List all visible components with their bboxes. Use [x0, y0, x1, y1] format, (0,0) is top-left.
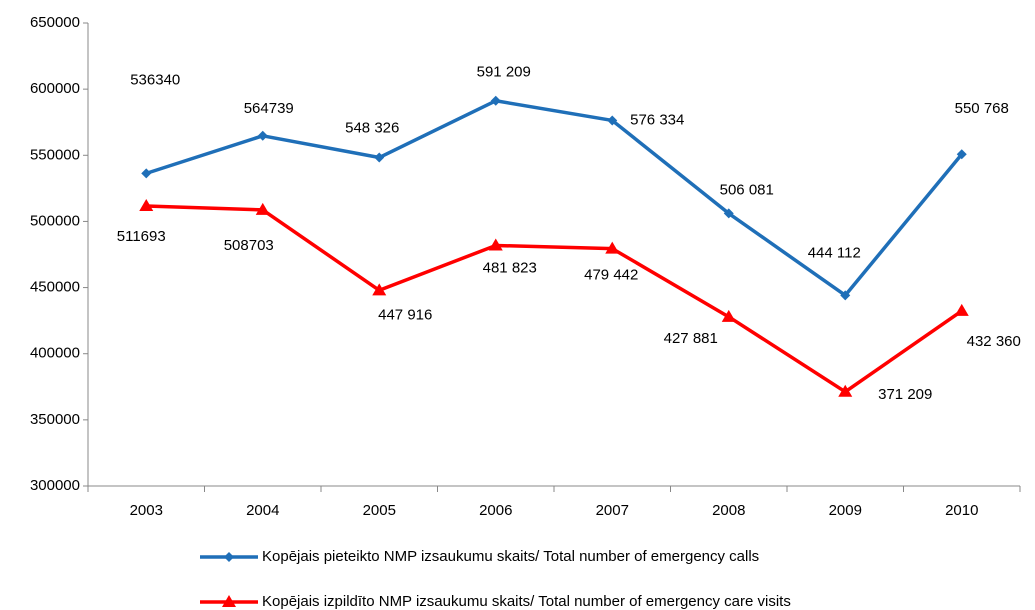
- marker: [607, 115, 618, 126]
- y-tick-label: 450000: [30, 279, 80, 296]
- marker: [840, 290, 851, 301]
- x-tick-label: 2006: [479, 502, 512, 519]
- marker: [490, 95, 501, 106]
- data-label: 511693: [117, 228, 166, 245]
- x-tick-label: 2010: [945, 502, 978, 519]
- data-label: 576 334: [630, 111, 684, 128]
- data-label: 564739: [244, 100, 294, 117]
- marker: [255, 202, 270, 215]
- x-tick-label: 2009: [829, 502, 862, 519]
- y-tick-label: 650000: [30, 14, 80, 31]
- legend-label: Kopējais pieteikto NMP izsaukumu skaits/…: [262, 548, 759, 565]
- data-label: 548 326: [345, 119, 399, 136]
- marker: [954, 303, 969, 316]
- data-label: 427 881: [664, 330, 718, 347]
- marker: [723, 208, 734, 219]
- data-label: 591 209: [477, 64, 531, 81]
- legend-label: Kopējais izpildīto NMP izsaukumu skaits/…: [262, 593, 791, 610]
- y-tick-label: 350000: [30, 411, 80, 428]
- data-label: 432 360: [967, 333, 1021, 350]
- x-tick-label: 2005: [363, 502, 396, 519]
- legend-marker: [224, 552, 234, 562]
- series-line: [146, 204, 963, 394]
- y-tick-label: 600000: [30, 80, 80, 97]
- marker: [372, 283, 387, 296]
- data-label: 506 081: [720, 181, 774, 198]
- marker: [374, 152, 385, 163]
- marker: [605, 241, 620, 254]
- data-label: 447 916: [378, 306, 432, 323]
- data-label: 508703: [224, 237, 274, 254]
- x-tick-label: 2003: [130, 502, 163, 519]
- x-tick-label: 2007: [596, 502, 629, 519]
- series-line: [145, 99, 964, 298]
- data-label: 479 442: [584, 267, 638, 284]
- data-label: 444 112: [808, 244, 861, 261]
- x-tick-label: 2008: [712, 502, 745, 519]
- marker: [838, 384, 853, 397]
- marker: [257, 130, 268, 141]
- y-tick-label: 400000: [30, 345, 80, 362]
- marker: [141, 168, 152, 179]
- marker: [139, 198, 154, 211]
- data-label: 481 823: [483, 259, 537, 276]
- legend-marker: [222, 595, 236, 607]
- data-label: 536340: [130, 71, 180, 88]
- data-label: 550 768: [955, 100, 1009, 117]
- y-tick-label: 550000: [30, 146, 80, 163]
- y-tick-label: 500000: [30, 212, 80, 229]
- marker: [721, 309, 736, 322]
- y-tick-label: 300000: [30, 477, 80, 494]
- x-tick-label: 2004: [246, 502, 279, 519]
- data-label: 371 209: [878, 386, 932, 403]
- marker: [488, 238, 503, 251]
- marker: [956, 149, 967, 160]
